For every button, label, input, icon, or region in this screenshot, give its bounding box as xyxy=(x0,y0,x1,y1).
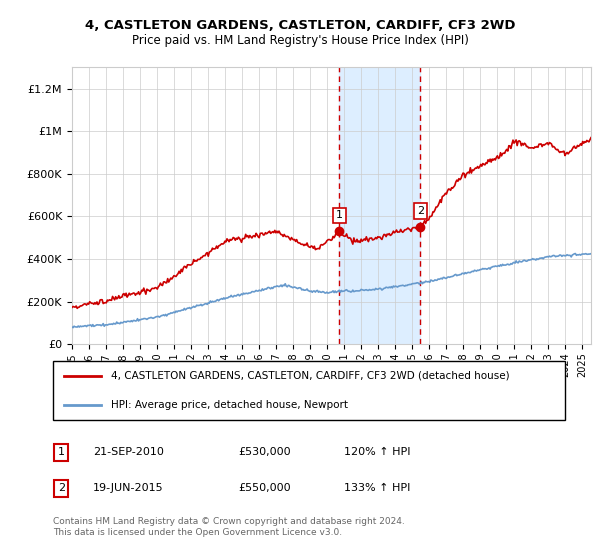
Text: 2: 2 xyxy=(58,483,65,493)
Text: £550,000: £550,000 xyxy=(238,483,291,493)
Text: 1: 1 xyxy=(336,211,343,221)
Text: £530,000: £530,000 xyxy=(238,447,291,458)
Text: 120% ↑ HPI: 120% ↑ HPI xyxy=(344,447,410,458)
Text: 21-SEP-2010: 21-SEP-2010 xyxy=(93,447,164,458)
Text: HPI: Average price, detached house, Newport: HPI: Average price, detached house, Newp… xyxy=(112,400,349,410)
Text: 19-JUN-2015: 19-JUN-2015 xyxy=(93,483,164,493)
Text: 1: 1 xyxy=(58,447,65,458)
Text: 2: 2 xyxy=(417,206,424,216)
FancyBboxPatch shape xyxy=(53,361,565,420)
Text: 4, CASTLETON GARDENS, CASTLETON, CARDIFF, CF3 2WD (detached house): 4, CASTLETON GARDENS, CASTLETON, CARDIFF… xyxy=(112,371,510,381)
Text: Price paid vs. HM Land Registry's House Price Index (HPI): Price paid vs. HM Land Registry's House … xyxy=(131,34,469,47)
Bar xyxy=(340,67,421,344)
Text: Contains HM Land Registry data © Crown copyright and database right 2024.
This d: Contains HM Land Registry data © Crown c… xyxy=(53,517,405,536)
Text: 4, CASTLETON GARDENS, CASTLETON, CARDIFF, CF3 2WD: 4, CASTLETON GARDENS, CASTLETON, CARDIFF… xyxy=(85,18,515,32)
Text: 133% ↑ HPI: 133% ↑ HPI xyxy=(344,483,410,493)
